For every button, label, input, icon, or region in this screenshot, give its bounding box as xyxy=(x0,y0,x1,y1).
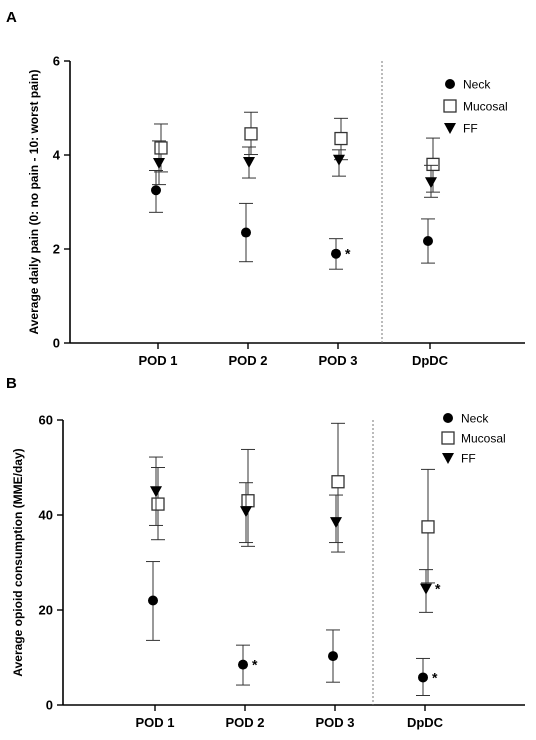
mucosal-marker xyxy=(443,99,457,113)
ff-marker xyxy=(420,583,432,595)
ff-marker xyxy=(425,177,437,189)
chart-panel-a: A 0 2 4 6 POD 1 POD 2 POD 3 DpDC Average daily pa… xyxy=(6,9,525,368)
neck-marker xyxy=(423,236,433,247)
x-tick-label: POD 1 xyxy=(138,353,177,368)
y-tick-label: 20 xyxy=(39,603,53,618)
y-tick-label: 2 xyxy=(53,242,60,257)
legend-label: Neck xyxy=(463,78,491,92)
mucosal-marker xyxy=(244,127,258,141)
mucosal-marker xyxy=(151,497,165,511)
series-ff: * xyxy=(149,456,441,613)
y-tick-label: 60 xyxy=(39,413,53,428)
x-tick-label: POD 2 xyxy=(225,715,264,730)
neck-marker xyxy=(418,672,428,683)
mucosal-marker xyxy=(441,431,455,445)
significance-star: * xyxy=(435,581,441,597)
y-tick-label: 0 xyxy=(53,336,60,351)
mucosal-marker xyxy=(241,494,255,508)
neck-marker xyxy=(443,413,453,423)
neck-marker xyxy=(241,227,251,238)
x-tick-label: DpDC xyxy=(407,715,444,730)
y-tick-label: 40 xyxy=(39,508,53,523)
series-ff xyxy=(152,140,438,198)
legend-label: Mucosal xyxy=(463,100,508,114)
mucosal-marker xyxy=(334,131,348,146)
series-mucosal xyxy=(151,422,435,584)
mucosal-marker xyxy=(421,520,435,534)
ff-marker xyxy=(240,506,252,518)
neck-marker xyxy=(238,659,248,670)
chart-panel-b: B 0 20 40 60 POD 1 POD 2 POD 3 DpDC Average opioi… xyxy=(6,375,525,730)
y-tick-label: 0 xyxy=(46,698,53,713)
x-tick-label: POD 1 xyxy=(135,715,174,730)
series-neck: ** xyxy=(146,561,438,696)
ff-marker xyxy=(243,157,255,169)
significance-star: * xyxy=(432,669,438,685)
legend-label: FF xyxy=(461,452,476,466)
ff-marker xyxy=(153,157,165,169)
mucosal-marker xyxy=(426,157,440,172)
y-tick-label: 6 xyxy=(53,54,60,69)
significance-star: * xyxy=(252,657,258,673)
x-tick-label: POD 3 xyxy=(318,353,357,368)
x-tick-label: POD 2 xyxy=(228,353,267,368)
legend-label: FF xyxy=(463,122,478,136)
y-axis-label: Average opioid consumption (MME/day) xyxy=(11,448,25,676)
ff-marker xyxy=(444,123,456,134)
legend: Neck Mucosal FF xyxy=(443,78,508,136)
mucosal-marker xyxy=(331,475,345,489)
legend-label: Mucosal xyxy=(461,432,506,446)
ff-marker xyxy=(442,453,454,464)
significance-star: * xyxy=(345,246,351,262)
ff-marker xyxy=(333,154,345,166)
mucosal-marker xyxy=(154,141,168,155)
y-axis-label: Average daily pain (0: no pain - 10: wor… xyxy=(27,70,41,335)
series-mucosal xyxy=(154,111,440,193)
panel-letter: A xyxy=(6,9,17,26)
neck-marker xyxy=(328,651,338,662)
series-neck: * xyxy=(149,170,435,270)
panel-letter: B xyxy=(6,375,17,392)
neck-marker xyxy=(331,248,341,259)
legend: Neck Mucosal FF xyxy=(441,412,506,466)
neck-marker xyxy=(148,595,158,606)
y-tick-label: 4 xyxy=(53,148,61,163)
neck-marker xyxy=(151,185,161,196)
x-tick-label: DpDC xyxy=(412,353,449,368)
neck-marker xyxy=(445,79,455,89)
ff-marker xyxy=(330,517,342,529)
ff-marker xyxy=(150,486,162,498)
legend-label: Neck xyxy=(461,412,489,426)
x-tick-label: POD 3 xyxy=(315,715,354,730)
